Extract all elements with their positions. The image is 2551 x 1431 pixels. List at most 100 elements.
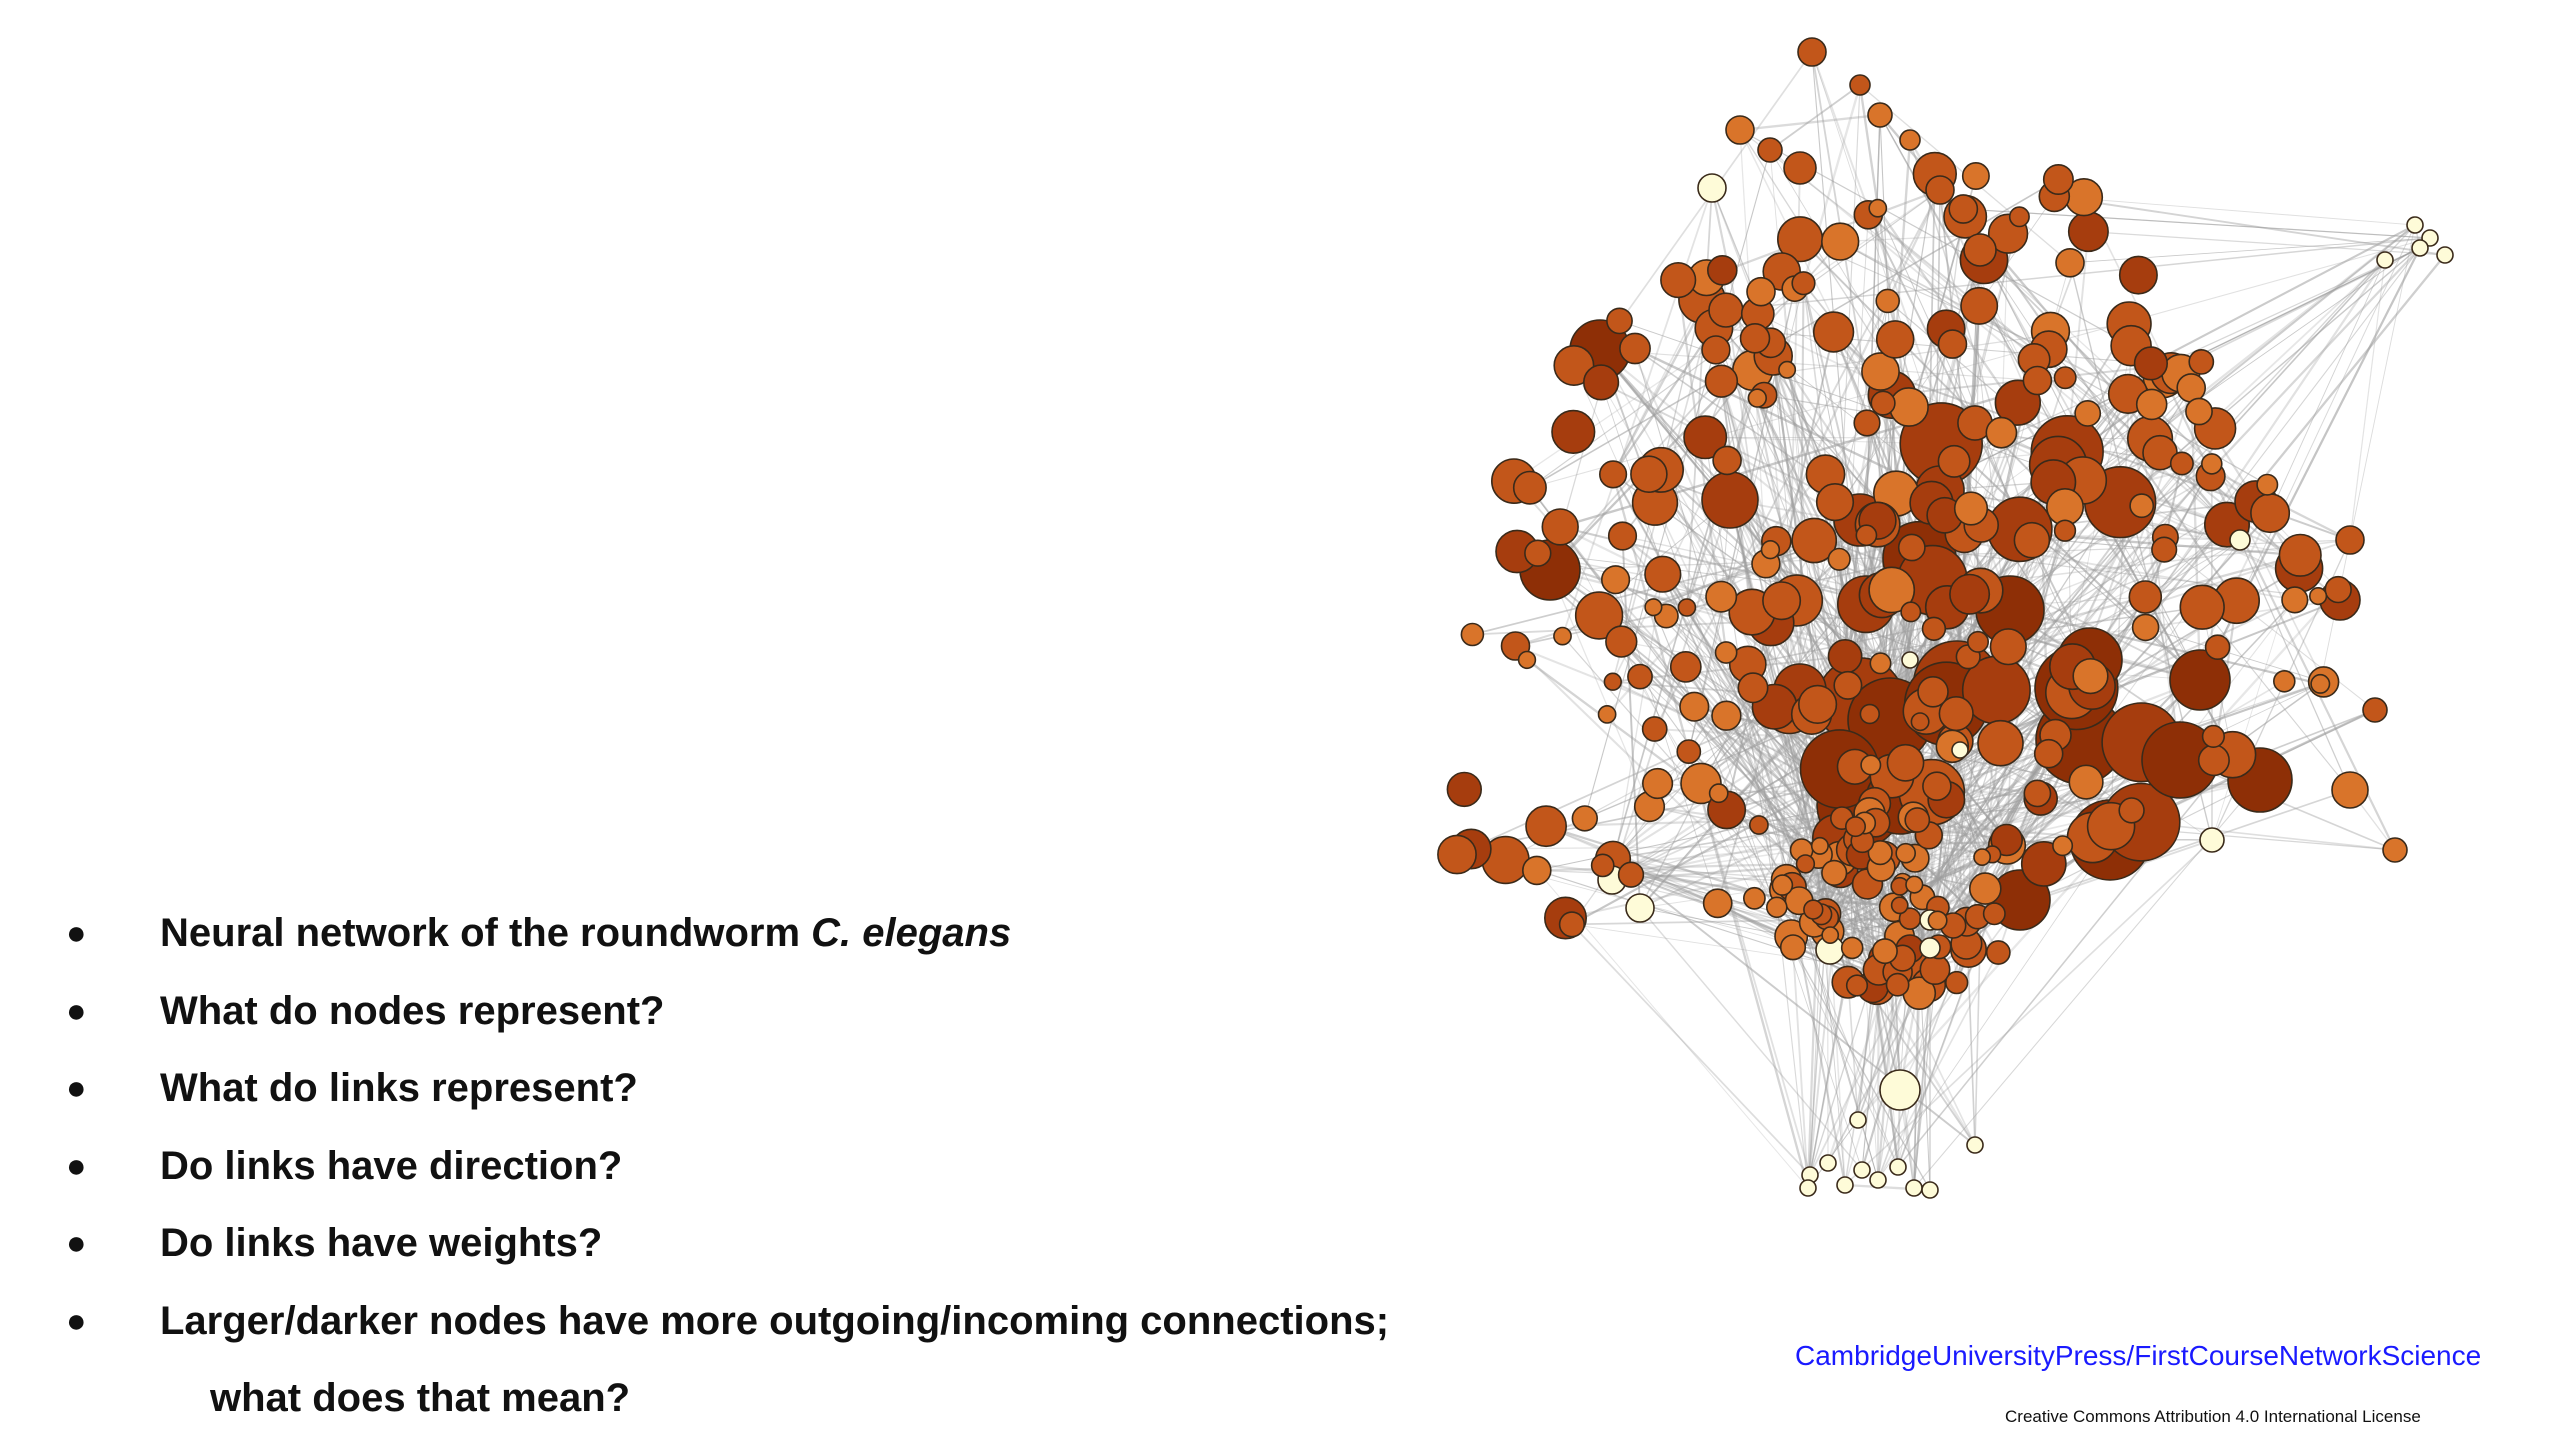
bullet-dot: ● bbox=[66, 991, 87, 1030]
network-node bbox=[1815, 483, 1855, 522]
network-node bbox=[1791, 271, 1816, 296]
network-node-light bbox=[1799, 1179, 1817, 1197]
network-edge bbox=[2088, 230, 2446, 256]
network-edge bbox=[1739, 113, 1881, 132]
network-node bbox=[1746, 276, 1776, 307]
bullet-item: ● What do nodes represent? bbox=[66, 973, 1566, 1051]
network-node bbox=[2131, 613, 2160, 642]
network-node bbox=[1779, 934, 1807, 961]
network-node bbox=[1517, 650, 1537, 670]
network-edge bbox=[2239, 539, 2351, 791]
network-node bbox=[1937, 329, 1968, 359]
network-edge bbox=[1832, 331, 1921, 559]
network-edge bbox=[1811, 51, 1942, 445]
network-node bbox=[1821, 926, 1840, 945]
network-edge bbox=[1611, 499, 1731, 881]
network-node bbox=[1966, 630, 1989, 653]
bullet-item: ● Neural network of the roundworm C. ele… bbox=[66, 895, 1566, 973]
network-edge bbox=[1571, 923, 1811, 1176]
network-node bbox=[1875, 320, 1915, 359]
network-node bbox=[1597, 705, 1617, 724]
network-node bbox=[1949, 573, 1991, 615]
network-node bbox=[2053, 366, 2077, 390]
network-node bbox=[1701, 471, 1759, 529]
network-edge bbox=[1963, 208, 2431, 239]
network-node bbox=[1990, 823, 2024, 857]
network-edge bbox=[1720, 381, 1827, 914]
bullet-item: ● Do links have weights? bbox=[66, 1205, 1566, 1283]
network-node bbox=[2013, 521, 2051, 559]
network-edge bbox=[1599, 349, 1927, 713]
network-node bbox=[2068, 764, 2104, 800]
network-node bbox=[1512, 470, 1547, 505]
network-node bbox=[2053, 519, 2077, 542]
network-node bbox=[2188, 348, 2215, 375]
network-edge bbox=[1867, 214, 2341, 601]
network-node bbox=[1905, 875, 1924, 894]
bullet-dot: ● bbox=[66, 914, 87, 952]
network-edge bbox=[2066, 231, 2090, 452]
network-edge bbox=[1612, 299, 1703, 475]
network-edge bbox=[1859, 427, 2216, 703]
network-edge bbox=[1612, 664, 1749, 860]
network-node bbox=[1845, 974, 1869, 997]
network-node bbox=[1973, 848, 1992, 867]
network-node bbox=[1890, 896, 1909, 915]
network-node-light bbox=[1819, 1154, 1837, 1172]
network-edge bbox=[1857, 480, 2084, 1121]
network-node bbox=[1630, 455, 1668, 494]
network-node bbox=[2179, 584, 2225, 630]
network-edge bbox=[1653, 189, 1941, 730]
network-edge bbox=[2269, 259, 2386, 514]
network-node bbox=[2169, 649, 2231, 711]
network-node bbox=[1820, 222, 1860, 261]
network-edge bbox=[1549, 569, 1651, 807]
network-node bbox=[2169, 451, 2194, 476]
network-node bbox=[1797, 684, 1838, 725]
network-node bbox=[1460, 622, 1485, 647]
credit-link[interactable]: CambridgeUniversityPress/FirstCourseNetw… bbox=[1795, 1340, 2482, 1371]
network-node bbox=[1551, 409, 1596, 455]
network-node bbox=[1619, 332, 1651, 365]
network-node-light bbox=[1853, 1161, 1871, 1179]
network-node bbox=[1889, 387, 1929, 427]
network-node bbox=[2278, 533, 2322, 577]
network-node-light bbox=[2199, 827, 2225, 853]
network-node bbox=[1765, 896, 1788, 919]
network-node bbox=[1868, 198, 1888, 218]
bullet-list: ● Neural network of the roundworm C. ele… bbox=[66, 895, 1566, 1431]
network-node bbox=[2324, 575, 2352, 604]
network-edge bbox=[1769, 84, 1861, 151]
network-node bbox=[1982, 902, 2006, 926]
network-node bbox=[1541, 508, 1579, 546]
network-edge bbox=[1620, 640, 1968, 945]
network-edge bbox=[1792, 917, 1911, 949]
network-edge bbox=[2190, 387, 2202, 681]
network-edge bbox=[1619, 320, 2083, 481]
network-node bbox=[1669, 651, 1702, 683]
network-node bbox=[1607, 521, 1638, 551]
network-node bbox=[1660, 262, 1697, 299]
network-node bbox=[1919, 953, 1951, 985]
network-node bbox=[1870, 390, 1896, 416]
network-node bbox=[1885, 972, 1910, 997]
network-node bbox=[1791, 517, 1838, 564]
network-node bbox=[2135, 388, 2168, 421]
network-node bbox=[1701, 335, 1731, 365]
network-node bbox=[1977, 719, 2024, 767]
network-node-light bbox=[1921, 1181, 1939, 1199]
network-node-light bbox=[1869, 1171, 1887, 1189]
network-node bbox=[1895, 842, 1917, 864]
network-node bbox=[1683, 415, 1728, 460]
network-node-light bbox=[1625, 893, 1655, 923]
network-node bbox=[1855, 524, 1878, 547]
network-edge bbox=[1612, 460, 1728, 859]
network-node bbox=[1762, 581, 1802, 621]
license-text: Creative Commons Attribution 4.0 Interna… bbox=[2005, 1407, 2421, 1426]
network-node bbox=[2033, 738, 2064, 769]
bullet-text: What do links represent? bbox=[160, 1066, 638, 1110]
network-node-light bbox=[1879, 1069, 1921, 1111]
network-edge bbox=[1802, 282, 1861, 521]
network-edge bbox=[2054, 195, 2446, 256]
